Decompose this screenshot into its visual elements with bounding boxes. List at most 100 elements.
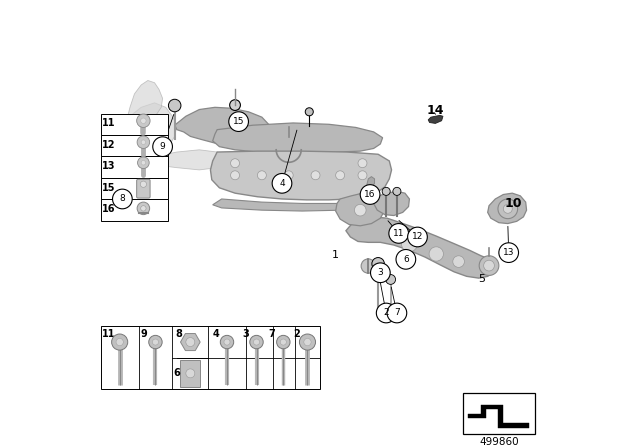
Circle shape xyxy=(361,259,376,273)
Circle shape xyxy=(499,243,518,263)
Circle shape xyxy=(257,171,266,180)
Text: 15: 15 xyxy=(233,117,244,126)
Circle shape xyxy=(453,256,465,267)
Circle shape xyxy=(387,303,407,323)
Circle shape xyxy=(186,338,195,347)
Text: 8: 8 xyxy=(176,329,182,340)
Circle shape xyxy=(372,258,385,270)
Circle shape xyxy=(408,227,428,247)
Circle shape xyxy=(311,171,320,180)
Polygon shape xyxy=(125,81,163,125)
Circle shape xyxy=(284,171,293,180)
Text: 12: 12 xyxy=(102,140,116,150)
Text: 11: 11 xyxy=(102,118,116,129)
Circle shape xyxy=(141,206,146,211)
Circle shape xyxy=(137,202,150,215)
Circle shape xyxy=(228,112,248,131)
Circle shape xyxy=(305,108,314,116)
Circle shape xyxy=(113,189,132,209)
Text: 15: 15 xyxy=(102,183,116,193)
Text: 16: 16 xyxy=(364,190,376,199)
Bar xyxy=(101,199,168,221)
Text: 6: 6 xyxy=(403,255,409,264)
Circle shape xyxy=(503,204,512,213)
Circle shape xyxy=(230,171,239,180)
Circle shape xyxy=(386,275,396,284)
Circle shape xyxy=(276,336,290,349)
Bar xyxy=(101,156,168,178)
Text: 4: 4 xyxy=(279,179,285,188)
Text: 3: 3 xyxy=(378,268,383,277)
Circle shape xyxy=(280,339,286,345)
Text: 8: 8 xyxy=(120,194,125,203)
Circle shape xyxy=(230,100,241,111)
Circle shape xyxy=(168,99,181,112)
Circle shape xyxy=(335,171,344,180)
Circle shape xyxy=(498,199,518,219)
Text: 13: 13 xyxy=(102,161,116,171)
Circle shape xyxy=(141,140,146,144)
Text: 1: 1 xyxy=(332,250,339,260)
Circle shape xyxy=(272,173,292,193)
Circle shape xyxy=(253,339,260,345)
Text: 2: 2 xyxy=(293,329,300,340)
Bar xyxy=(101,114,168,135)
Polygon shape xyxy=(335,193,385,226)
Polygon shape xyxy=(212,123,383,153)
Text: 2: 2 xyxy=(383,309,389,318)
Polygon shape xyxy=(367,177,374,193)
Text: 6: 6 xyxy=(173,368,180,379)
Circle shape xyxy=(220,336,234,349)
Circle shape xyxy=(224,339,230,345)
Circle shape xyxy=(479,256,499,276)
Circle shape xyxy=(140,181,147,187)
Text: 11: 11 xyxy=(393,229,404,238)
Circle shape xyxy=(141,118,146,123)
Text: 11: 11 xyxy=(102,329,115,340)
Polygon shape xyxy=(175,108,270,145)
Circle shape xyxy=(484,260,494,271)
Circle shape xyxy=(137,136,150,148)
Circle shape xyxy=(401,236,417,252)
Circle shape xyxy=(393,187,401,195)
Bar xyxy=(101,327,320,389)
Text: 5: 5 xyxy=(478,275,485,284)
Circle shape xyxy=(137,114,150,127)
Text: 12: 12 xyxy=(412,233,423,241)
Text: 4: 4 xyxy=(212,329,219,340)
Text: 9: 9 xyxy=(141,329,148,340)
Circle shape xyxy=(382,187,390,195)
Circle shape xyxy=(355,204,366,216)
Polygon shape xyxy=(211,151,392,200)
Polygon shape xyxy=(468,405,529,428)
Circle shape xyxy=(186,369,195,378)
Circle shape xyxy=(138,157,149,168)
Circle shape xyxy=(124,151,136,162)
Polygon shape xyxy=(488,193,527,224)
Text: 9: 9 xyxy=(160,142,166,151)
Circle shape xyxy=(396,250,416,269)
Circle shape xyxy=(371,263,390,283)
Text: 10: 10 xyxy=(504,197,522,210)
Circle shape xyxy=(376,303,396,323)
Polygon shape xyxy=(346,217,495,278)
Circle shape xyxy=(358,159,367,168)
Circle shape xyxy=(111,334,128,350)
Polygon shape xyxy=(428,116,443,123)
Bar xyxy=(101,178,168,199)
Circle shape xyxy=(116,338,124,346)
Circle shape xyxy=(300,334,316,350)
Polygon shape xyxy=(180,334,200,351)
Circle shape xyxy=(389,224,408,243)
Text: 7: 7 xyxy=(269,329,276,340)
Circle shape xyxy=(250,336,263,349)
Circle shape xyxy=(360,185,380,204)
Polygon shape xyxy=(154,150,221,170)
Text: 16: 16 xyxy=(102,204,116,214)
Circle shape xyxy=(429,247,444,261)
Circle shape xyxy=(141,160,146,165)
Bar xyxy=(463,393,534,434)
Bar xyxy=(180,360,200,387)
Text: 3: 3 xyxy=(242,329,249,340)
FancyBboxPatch shape xyxy=(137,179,150,198)
